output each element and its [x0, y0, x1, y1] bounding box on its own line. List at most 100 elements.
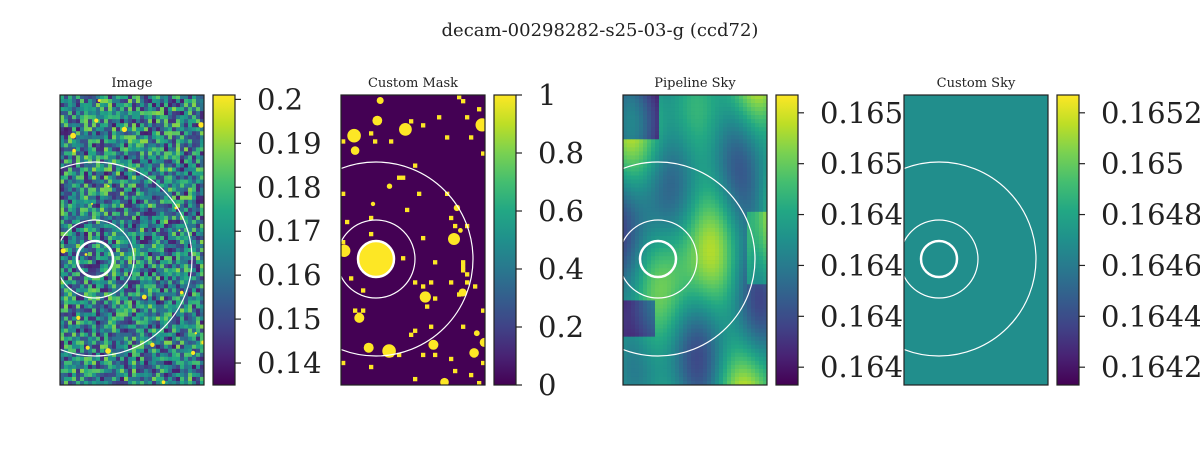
- heatmap-cell: [180, 139, 185, 144]
- heatmap-cell: [124, 372, 129, 378]
- heatmap-cell: [631, 240, 636, 245]
- heatmap-cell: [747, 256, 752, 261]
- heatmap-cell: [663, 179, 668, 184]
- heatmap-cell: [60, 215, 65, 221]
- heatmap-cell: [723, 95, 728, 100]
- heatmap-cell: [92, 235, 97, 241]
- heatmap-cell: [631, 191, 636, 196]
- heatmap-cell: [108, 276, 113, 281]
- heatmap-cell: [635, 103, 640, 108]
- source-blob: [121, 126, 128, 133]
- heatmap-cell: [88, 131, 93, 136]
- heatmap-cell: [92, 312, 97, 317]
- heatmap-cell: [152, 296, 157, 301]
- heatmap-cell: [751, 260, 756, 265]
- heatmap-cell: [743, 163, 748, 168]
- heatmap-cell: [715, 199, 720, 205]
- heatmap-cell: [140, 107, 145, 112]
- heatmap-cell: [735, 111, 740, 116]
- heatmap-cell: [68, 115, 73, 120]
- heatmap-cell: [108, 231, 113, 237]
- heatmap-cell: [128, 296, 133, 301]
- heatmap-cell: [148, 119, 153, 124]
- heatmap-cell: [148, 376, 153, 382]
- heatmap-cell: [739, 280, 744, 285]
- heatmap-cell: [180, 143, 185, 148]
- heatmap-cell: [140, 187, 145, 192]
- heatmap-cell: [759, 308, 764, 313]
- heatmap-cell: [715, 324, 720, 329]
- heatmap-cell: [691, 244, 696, 249]
- heatmap-cell: [683, 235, 688, 241]
- heatmap-cell: [667, 191, 672, 196]
- heatmap-cell: [671, 179, 676, 184]
- heatmap-cell: [176, 183, 181, 188]
- heatmap-cell: [719, 107, 724, 112]
- heatmap-cell: [667, 143, 672, 148]
- heatmap-cell: [623, 163, 628, 168]
- heatmap-cell: [735, 316, 740, 321]
- heatmap-cell: [635, 179, 640, 184]
- heatmap-cell: [152, 344, 157, 350]
- heatmap-cell: [160, 368, 165, 374]
- heatmap-cell: [180, 288, 185, 293]
- heatmap-cell: [643, 179, 648, 184]
- heatmap-cell: [759, 276, 764, 281]
- heatmap-cell: [144, 235, 149, 241]
- heatmap-cell: [88, 227, 93, 233]
- heatmap-cell: [683, 219, 688, 225]
- heatmap-cell: [88, 147, 93, 152]
- heatmap-cell: [196, 360, 201, 366]
- heatmap-cell: [707, 312, 712, 317]
- heatmap-cell: [651, 211, 656, 217]
- heatmap-cell: [739, 264, 744, 269]
- heatmap-cell: [763, 296, 767, 301]
- heatmap-cell: [643, 103, 648, 108]
- heatmap-cell: [172, 268, 177, 273]
- heatmap-cell: [763, 336, 767, 341]
- heatmap-cell: [715, 260, 720, 265]
- heatmap-cell: [156, 300, 161, 305]
- heatmap-cell: [196, 380, 201, 385]
- heatmap-cell: [124, 320, 129, 325]
- heatmap-cell: [176, 332, 181, 337]
- heatmap-cell: [763, 288, 767, 293]
- heatmap-cell: [144, 211, 149, 217]
- heatmap-cell: [136, 135, 141, 140]
- heatmap-cell: [172, 288, 177, 293]
- heatmap-cell: [679, 219, 684, 225]
- heatmap-cell: [128, 300, 133, 305]
- heatmap-cell: [715, 195, 720, 201]
- heatmap-cell: [176, 127, 181, 132]
- heatmap-cell: [160, 312, 165, 317]
- heatmap-cell: [655, 223, 660, 229]
- heatmap-cell: [128, 159, 133, 164]
- heatmap-cell: [88, 139, 93, 144]
- heatmap-cell: [92, 272, 97, 277]
- heatmap-cell: [703, 187, 708, 192]
- heatmap-cell: [707, 272, 712, 277]
- heatmap-cell: [76, 296, 81, 301]
- heatmap-cell: [747, 268, 752, 273]
- heatmap-cell: [188, 139, 193, 144]
- heatmap-cell: [731, 131, 736, 136]
- heatmap-cell: [80, 356, 85, 362]
- heatmap-cell: [128, 272, 133, 277]
- heatmap-cell: [409, 119, 414, 124]
- heatmap-cell: [691, 139, 696, 144]
- heatmap-cell: [723, 324, 728, 329]
- heatmap-cell: [755, 107, 760, 112]
- heatmap-cell: [144, 155, 149, 160]
- heatmap-cell: [679, 292, 684, 297]
- heatmap-cell: [72, 248, 77, 253]
- heatmap-cell: [112, 107, 117, 112]
- heatmap-cell: [84, 171, 89, 176]
- heatmap-cell: [188, 360, 193, 366]
- heatmap-cell: [695, 119, 700, 124]
- heatmap-cell: [176, 135, 181, 140]
- heatmap-cell: [196, 288, 201, 293]
- heatmap-cell: [172, 127, 177, 132]
- heatmap-cell: [104, 183, 109, 188]
- heatmap-cell: [707, 332, 712, 337]
- heatmap-cell: [671, 99, 676, 104]
